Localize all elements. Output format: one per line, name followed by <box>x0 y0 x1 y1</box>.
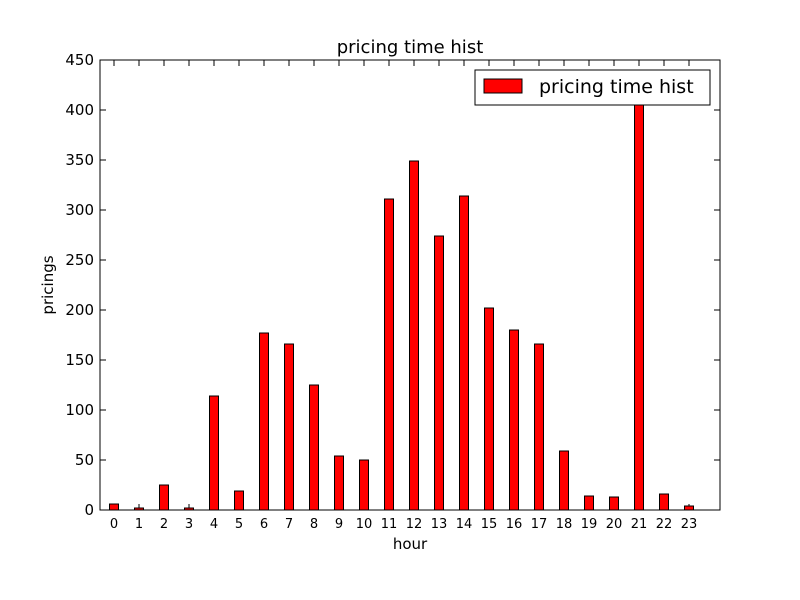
bar-hour-18 <box>559 450 569 511</box>
bar-hour-10 <box>359 459 369 511</box>
bar-hour-12 <box>409 160 419 511</box>
bar-hour-21 <box>634 101 644 511</box>
legend-swatch <box>483 78 523 94</box>
y-tick-label: 300 <box>65 201 94 219</box>
y-tick-label: 350 <box>65 151 94 169</box>
x-tick-label: 16 <box>506 517 523 532</box>
bar-hour-4 <box>209 395 219 511</box>
x-tick-label: 2 <box>160 517 168 532</box>
y-tick-label: 450 <box>65 51 94 69</box>
x-tick-label: 4 <box>210 517 218 532</box>
bar-hour-5 <box>234 490 244 511</box>
legend-label: pricing time hist <box>539 76 694 98</box>
bar-hour-23 <box>684 505 694 511</box>
x-tick-label: 6 <box>260 517 268 532</box>
chart-title: pricing time hist <box>337 37 484 58</box>
x-tick-label: 15 <box>481 517 498 532</box>
bar-hour-14 <box>459 195 469 511</box>
x-tick-label: 23 <box>681 517 698 532</box>
x-tick-label: 17 <box>531 517 548 532</box>
bar-hour-7 <box>284 343 294 511</box>
bar-hour-17 <box>534 343 544 511</box>
x-tick-label: 8 <box>310 517 318 532</box>
bar-hour-8 <box>309 384 319 511</box>
bar-hour-20 <box>609 496 619 511</box>
x-tick-label: 1 <box>135 517 143 532</box>
x-axis-label: hour <box>393 535 428 553</box>
x-tick-label: 5 <box>235 517 243 532</box>
y-tick-label: 100 <box>65 401 94 419</box>
bar-hour-13 <box>434 235 444 511</box>
y-tick-label: 250 <box>65 251 94 269</box>
bar-hour-19 <box>584 495 594 511</box>
y-tick-label: 150 <box>65 351 94 369</box>
x-tick-label: 0 <box>110 517 118 532</box>
y-axis-label: pricings <box>39 255 57 314</box>
x-tick-label: 12 <box>406 517 423 532</box>
x-tick-label: 21 <box>631 517 648 532</box>
x-tick-label: 18 <box>556 517 573 532</box>
bar-hour-16 <box>509 329 519 511</box>
x-tick-label: 13 <box>431 517 448 532</box>
x-tick-label: 9 <box>335 517 343 532</box>
bar-hour-9 <box>334 455 344 511</box>
x-tick-label: 10 <box>356 517 373 532</box>
bar-hour-2 <box>159 484 169 511</box>
x-tick-label: 3 <box>185 517 193 532</box>
bar-hour-15 <box>484 307 494 511</box>
x-tick-label: 20 <box>606 517 623 532</box>
x-tick-label: 22 <box>656 517 673 532</box>
x-tick-label: 7 <box>285 517 293 532</box>
y-tick-labels: 0 50 100 150 200 250 300 350 400 450 <box>65 51 94 519</box>
x-tick-labels: 0 1 2 3 4 5 6 7 8 9 10 11 12 13 14 15 16 17 18 19 20 21 22 23 <box>110 517 697 532</box>
bar-hour-6 <box>259 332 269 511</box>
y-tick-label: 400 <box>65 101 94 119</box>
y-tick-label: 0 <box>84 501 94 519</box>
y-tick-label: 50 <box>75 451 94 469</box>
x-tick-label: 11 <box>381 517 398 532</box>
bar-hour-0 <box>109 503 119 511</box>
bar-series <box>109 101 694 511</box>
x-tick-label: 19 <box>581 517 598 532</box>
x-tick-label: 14 <box>456 517 473 532</box>
bar-hour-11 <box>384 198 394 511</box>
plot-frame <box>99 59 721 511</box>
legend: pricing time hist <box>474 69 711 106</box>
bar-hour-22 <box>659 493 669 511</box>
y-tick-label: 200 <box>65 301 94 319</box>
